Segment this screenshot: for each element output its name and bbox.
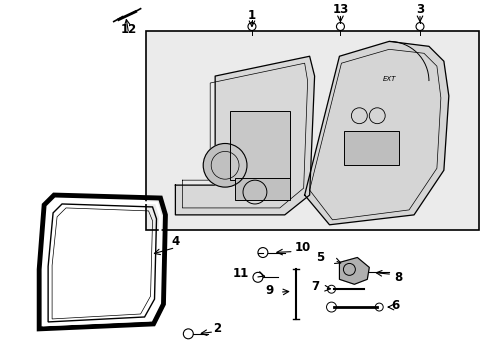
Text: 5: 5 [316,251,324,264]
Polygon shape [175,56,314,215]
Text: 3: 3 [415,3,423,16]
Polygon shape [339,257,368,284]
Text: 10: 10 [294,241,310,254]
Text: 8: 8 [393,271,402,284]
Bar [235,178,289,200]
Text: 11: 11 [233,267,249,280]
Text: 6: 6 [390,298,399,311]
Text: 4: 4 [171,235,179,248]
Bar [344,131,398,165]
Text: 9: 9 [265,284,273,297]
Circle shape [203,144,246,187]
Text: 12: 12 [120,23,137,36]
Text: 7: 7 [311,280,319,293]
Bar [145,31,478,230]
Text: 13: 13 [332,3,348,16]
Text: 2: 2 [213,322,221,336]
Text: EXT: EXT [382,76,395,82]
Bar [230,111,289,180]
Polygon shape [304,41,448,225]
Text: 1: 1 [247,9,256,22]
